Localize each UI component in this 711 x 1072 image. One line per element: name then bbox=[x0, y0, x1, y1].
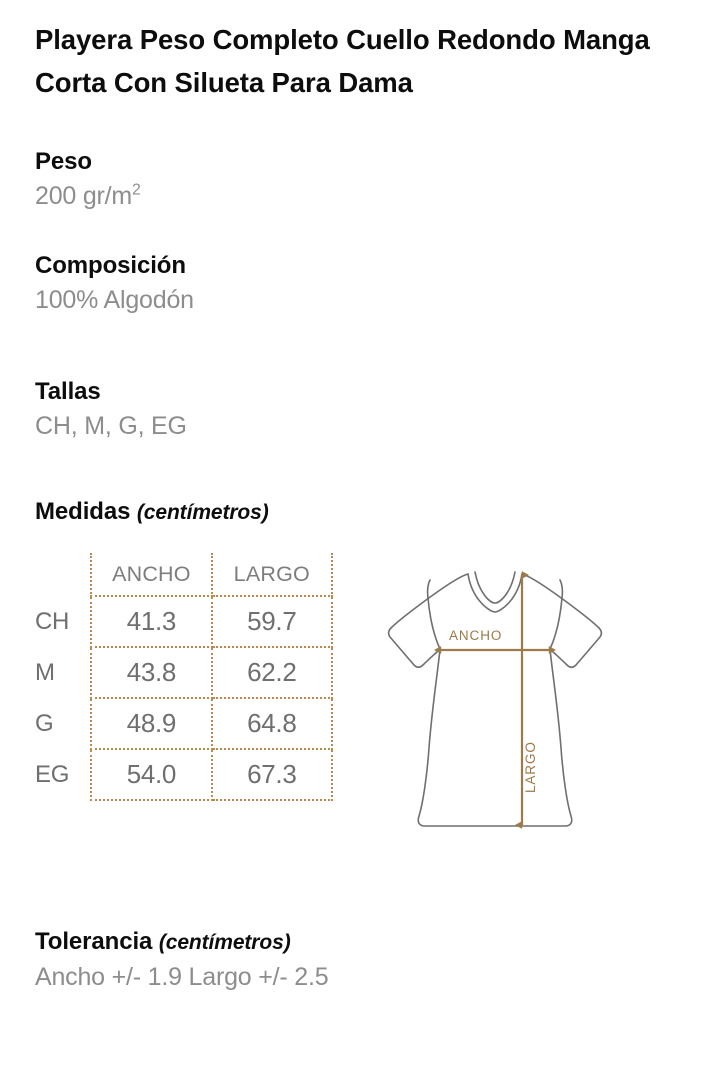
ancho-dimension-label: ANCHO bbox=[449, 628, 502, 643]
table-header-row: ANCHO LARGO bbox=[33, 553, 334, 597]
cell-g-ancho: 48.9 bbox=[90, 698, 213, 750]
tshirt-outline-group bbox=[387, 571, 603, 827]
medidas-unit-note: (centímetros) bbox=[136, 501, 269, 524]
spec-value-tallas: CH, M, G, EG bbox=[35, 412, 187, 440]
peso-value-text: 200 gr/m bbox=[35, 182, 133, 210]
spec-heading-composicion: Composición bbox=[35, 252, 186, 279]
size-table: ANCHO LARGO CH 41.3 59.7 M 43.8 62.2 G 4… bbox=[33, 553, 334, 801]
tshirt-body-path bbox=[387, 573, 603, 827]
spec-value-peso: 200 gr/m2 bbox=[35, 180, 141, 213]
size-table-head: ANCHO LARGO bbox=[33, 553, 334, 597]
spec-heading-tolerancia: Tolerancia (centímetros) bbox=[35, 927, 328, 958]
cell-ch-ancho: 41.3 bbox=[90, 596, 213, 648]
right-armhole-seam-path bbox=[549, 579, 564, 650]
table-row: M 43.8 62.2 bbox=[33, 647, 334, 699]
cell-eg-largo: 67.3 bbox=[210, 749, 334, 801]
column-header-largo: LARGO bbox=[210, 553, 334, 597]
left-armhole-seam-path bbox=[426, 579, 441, 650]
neckline-inner-path bbox=[474, 571, 516, 604]
table-row: EG 54.0 67.3 bbox=[33, 749, 334, 801]
size-table-wrapper: ANCHO LARGO CH 41.3 59.7 M 43.8 62.2 G 4… bbox=[33, 553, 334, 801]
spec-section-medidas: Medidas (centímetros) bbox=[35, 497, 269, 528]
spec-heading-peso: Peso bbox=[35, 148, 92, 175]
row-label-g: G bbox=[35, 709, 54, 737]
spec-value-tolerancia: Ancho +/- 1.9 Largo +/- 2.5 bbox=[35, 963, 329, 991]
table-row: G 48.9 64.8 bbox=[33, 698, 334, 750]
spec-section-composicion: Composición 100% Algodón bbox=[35, 251, 194, 317]
cell-g-largo: 64.8 bbox=[210, 698, 334, 750]
tolerancia-unit-note: (centímetros) bbox=[158, 931, 291, 954]
table-row: CH 41.3 59.7 bbox=[33, 596, 334, 648]
row-label-ch: CH bbox=[35, 607, 70, 635]
tolerancia-heading-text: Tolerancia bbox=[35, 928, 153, 955]
spec-section-tallas: Tallas CH, M, G, EG bbox=[35, 377, 187, 443]
row-label-m: M bbox=[35, 658, 55, 686]
cell-m-largo: 62.2 bbox=[210, 647, 334, 699]
peso-value-superscript: 2 bbox=[132, 181, 141, 199]
table-corner-cell bbox=[33, 553, 91, 596]
row-label-eg: EG bbox=[35, 760, 70, 788]
product-title: Playera Peso Completo Cuello Redondo Man… bbox=[35, 24, 650, 98]
largo-dimension-label: LARGO bbox=[523, 741, 538, 793]
medidas-heading-text: Medidas bbox=[35, 498, 131, 525]
column-header-ancho: ANCHO bbox=[90, 553, 213, 597]
spec-section-tolerancia: Tolerancia (centímetros) Ancho +/- 1.9 L… bbox=[35, 927, 329, 994]
cell-m-ancho: 43.8 bbox=[90, 647, 213, 699]
spec-heading-tallas: Tallas bbox=[35, 378, 101, 405]
tshirt-measurement-diagram: ANCHO LARGO bbox=[372, 548, 672, 848]
spec-heading-medidas: Medidas (centímetros) bbox=[35, 497, 269, 528]
spec-value-composicion: 100% Algodón bbox=[35, 286, 194, 314]
spec-section-peso: Peso 200 gr/m2 bbox=[35, 147, 141, 213]
size-table-body: CH 41.3 59.7 M 43.8 62.2 G 48.9 64.8 EG … bbox=[33, 596, 334, 801]
cell-eg-ancho: 54.0 bbox=[90, 749, 213, 801]
cell-ch-largo: 59.7 bbox=[210, 596, 334, 648]
